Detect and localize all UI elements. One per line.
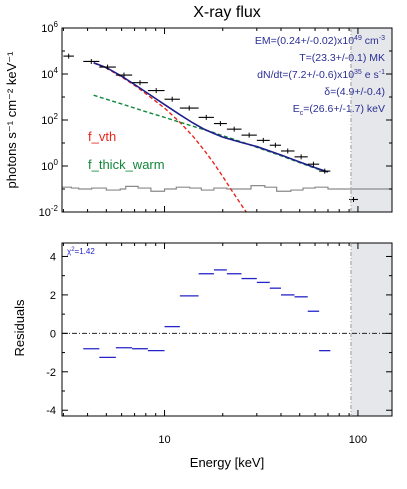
fit-parameter-line: δ=(4.9+/-0.4) xyxy=(324,86,385,98)
label-f-thick-warm: f_thick_warm xyxy=(88,157,165,172)
x-axis-label: Energy [keV] xyxy=(190,455,264,470)
excluded-region-top xyxy=(350,28,392,212)
top-y-tick-label: 10-2 xyxy=(39,204,59,219)
top-y-axis-label: photons s⁻¹ cm⁻² keV⁻¹ xyxy=(4,51,19,189)
label-f-vth: f_vth xyxy=(88,129,116,144)
chart-title: X-ray flux xyxy=(193,4,261,21)
fit-parameters: EM=(0.24+/-0.02)x1049 cm-3 T=(23.3+/-0.1)… xyxy=(255,35,385,117)
fit-parameter-line: T=(23.3+/-0.1) MK xyxy=(299,52,385,64)
background-histogram xyxy=(62,185,392,192)
x-tick-label: 10 xyxy=(158,434,170,446)
bottom-y-tick-label: 0 xyxy=(50,328,56,340)
fit-parameter-line: dN/dt=(7.2+/-0.6)x1035 e s-1 xyxy=(257,69,385,81)
top-y-tick-label: 106 xyxy=(41,20,58,35)
spectrum-panel: 106 104 102 100 10-2 EM=(0.24+/-0.02)x1049 c… xyxy=(39,20,393,219)
top-y-tick-label: 102 xyxy=(41,112,58,127)
residuals-panel: 10 100 4 2 0 -2 -4 χ2=1.42 xyxy=(46,242,393,446)
chi-square-label: χ2=1.42 xyxy=(67,247,95,256)
fit-parameter-line: Ec=(26.6+/-1.7) keV xyxy=(293,103,385,117)
excluded-region-bottom xyxy=(350,243,392,416)
top-y-tick-label: 100 xyxy=(41,158,58,173)
bottom-plot-frame xyxy=(61,242,393,417)
bottom-y-tick-label: -2 xyxy=(46,367,56,379)
top-y-tick-label: 104 xyxy=(41,66,58,81)
curve-f-vth xyxy=(93,62,248,212)
bottom-y-tick-label: 4 xyxy=(50,251,56,263)
fit-parameter-line: EM=(0.24+/-0.02)x1049 cm-3 xyxy=(255,35,385,47)
bottom-y-tick-label: -4 xyxy=(46,405,56,417)
bottom-y-tick-label: 2 xyxy=(50,290,56,302)
curve-total xyxy=(93,61,329,173)
x-tick-label: 100 xyxy=(349,434,367,446)
bottom-y-axis-label: Residuals xyxy=(12,299,27,357)
